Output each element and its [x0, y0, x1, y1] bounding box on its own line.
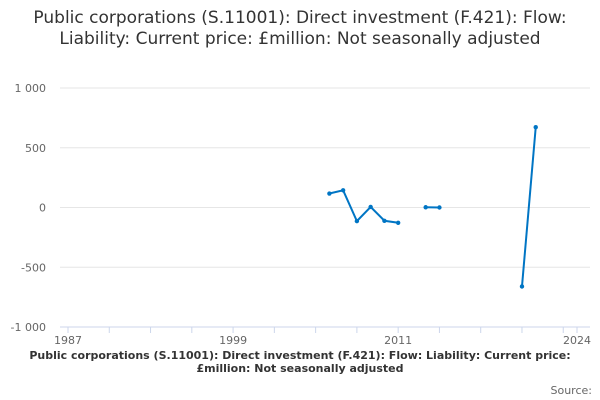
data-point — [340, 188, 346, 193]
data-point — [382, 218, 387, 223]
x-tick-label: 1999 — [219, 334, 247, 347]
data-point — [327, 191, 332, 196]
chart-title: Public corporations (S.11001): Direct in… — [33, 8, 567, 49]
data-point — [354, 218, 360, 224]
y-tick-label: 0 — [39, 202, 46, 215]
data-point — [437, 205, 442, 210]
series-line — [329, 189, 399, 224]
data-point — [519, 284, 525, 289]
chart-caption: Public corporations (S.11001): Direct in… — [29, 349, 571, 375]
x-tick-label: 1987 — [54, 334, 82, 347]
series-line — [520, 127, 537, 287]
y-tick-label: 1 000 — [15, 82, 47, 95]
y-tick-label: 500 — [25, 142, 46, 155]
x-tick-label: 2011 — [384, 334, 412, 347]
data-point — [533, 124, 538, 130]
x-tick-label: 2024 — [563, 334, 591, 347]
data-point — [368, 204, 373, 210]
data-point — [423, 205, 428, 210]
y-tick-label: -1 000 — [11, 321, 46, 334]
source-label: Source: — [550, 384, 593, 397]
y-tick-label: -500 — [21, 261, 46, 274]
data-point — [395, 220, 401, 225]
